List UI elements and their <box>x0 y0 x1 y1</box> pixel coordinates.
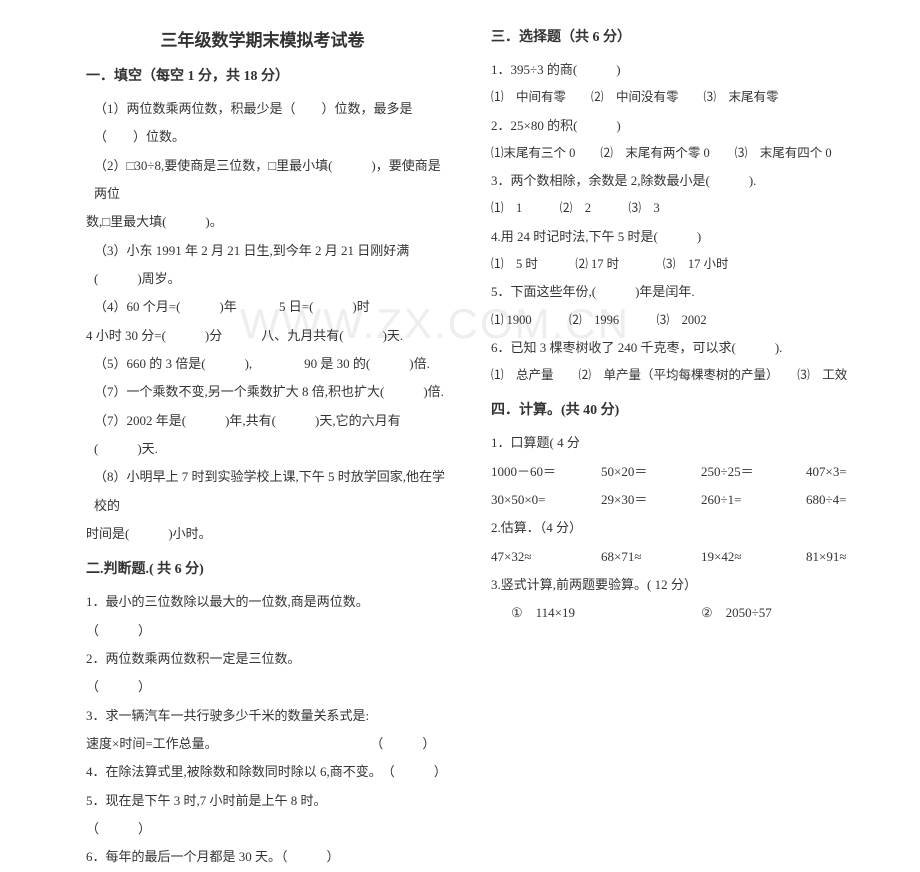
calc-h3: 3.竖式计算,前两题要验算。( 12 分） <box>485 571 860 599</box>
calc-h1: 1．口算题( 4 分 <box>485 429 860 457</box>
calc-h2: 2.估算．（4 分） <box>485 514 860 542</box>
fill-q7a: （7）一个乘数不变,另一个乘数扩大 8 倍,积也扩大( )倍. <box>80 378 445 406</box>
choice-q5: 5．下面这些年份,( )年是闰年. <box>485 278 860 306</box>
calc-r2d: 680÷4= <box>806 486 846 514</box>
fill-q2: （2）□30÷8,要使商是三位数，□里最小填( )，要使商是两位 <box>80 152 445 209</box>
calc-row4: ① 114×19 ② 2050÷57 <box>485 599 860 627</box>
section-2-header: 二.判断题.( 共 6 分) <box>80 558 445 578</box>
judge-q5: 5．现在是下午 3 时,7 小时前是上午 8 时。 （ ） <box>80 787 445 844</box>
page: 三年级数学期末模拟考试卷 一．填空（每空 1 分，共 18 分） （1）两位数乘… <box>0 0 920 651</box>
choice-q3-options: ⑴ 1 ⑵ 2 ⑶ 3 <box>485 195 860 222</box>
calc-row2: 30×50×0= 29×30＝ 260÷1= 680÷4= <box>485 486 860 514</box>
choice-q4: 4.用 24 时记时法,下午 5 时是( ) <box>485 223 860 251</box>
choice-q5-options: ⑴ 1900 ⑵ 1996 ⑶ 2002 <box>485 307 860 334</box>
choice-q2: 2．25×80 的积( ) <box>485 112 860 140</box>
calc-r3d: 81×91≈ <box>806 543 846 571</box>
section-1-header: 一．填空（每空 1 分，共 18 分） <box>80 65 445 85</box>
choice-q4-options: ⑴ 5 时 ⑵ 17 时 ⑶ 17 小时 <box>485 251 860 278</box>
fill-q8b: 时间是( )小时。 <box>80 520 445 548</box>
calc-r4a: ① 114×19 <box>491 599 701 627</box>
calc-r4b: ② 2050÷57 <box>701 599 772 627</box>
choice-q6: 6．已知 3 棵枣树收了 240 千克枣，可以求( ). <box>485 334 860 362</box>
calc-r2a: 30×50×0= <box>491 486 601 514</box>
fill-q4: （4）60 个月=( )年 5 日=( )时 <box>80 293 445 321</box>
calc-r1a: 1000－60＝ <box>491 458 601 486</box>
section-3-header: 三．选择题（共 6 分） <box>485 26 860 46</box>
section-4-header: 四．计算。(共 40 分) <box>485 399 860 419</box>
judge-q2: 2．两位数乘两位数积一定是三位数。 （ ） <box>80 645 445 702</box>
fill-q1: （1）两位数乘两位数，积最少是（ ）位数，最多是（ ）位数。 <box>80 95 445 152</box>
right-column: 三．选择题（共 6 分） 1．395÷3 的商( ) ⑴ 中间有零 ⑵ 中间没有… <box>475 26 870 631</box>
judge-q6: 6．每年的最后一个月都是 30 天。（ ） <box>80 843 445 871</box>
choice-q2-options: ⑴末尾有三个 0 ⑵ 末尾有两个零 0 ⑶ 末尾有四个 0 <box>485 140 860 167</box>
calc-r1d: 407×3= <box>806 458 847 486</box>
judge-q4: 4．在除法算式里,被除数和除数同时除以 6,商不变。 （ ） <box>80 758 445 786</box>
fill-q4b: 4 小时 30 分=( )分 八、九月共有( )天. <box>80 322 445 350</box>
calc-r3a: 47×32≈ <box>491 543 601 571</box>
calc-row1: 1000－60＝ 50×20＝ 250÷25＝ 407×3= <box>485 458 860 486</box>
fill-q5: （5）660 的 3 倍是( ), 90 是 30 的( )倍. <box>80 350 445 378</box>
judge-q1: 1．最小的三位数除以最大的一位数,商是两位数。 （ ） <box>80 588 445 645</box>
fill-q2b: 数,□里最大填( )。 <box>80 208 445 236</box>
judge-q3b: 速度×时间=工作总量。 （ ） <box>80 730 445 758</box>
choice-q6-options: ⑴ 总产量 ⑵ 单产量（平均每棵枣树的产量） ⑶ 工效 <box>485 362 860 389</box>
choice-q1-options: ⑴ 中间有零 ⑵ 中间没有零 ⑶ 末尾有零 <box>485 84 860 111</box>
fill-q8: （8）小明早上 7 时到实验学校上课,下午 5 时放学回家,他在学校的 <box>80 463 445 520</box>
calc-r2b: 29×30＝ <box>601 486 701 514</box>
calc-r3c: 19×42≈ <box>701 543 806 571</box>
page-title: 三年级数学期末模拟考试卷 <box>80 26 445 51</box>
calc-r1b: 50×20＝ <box>601 458 701 486</box>
left-column: 三年级数学期末模拟考试卷 一．填空（每空 1 分，共 18 分） （1）两位数乘… <box>80 26 475 631</box>
calc-row3: 47×32≈ 68×71≈ 19×42≈ 81×91≈ <box>485 543 860 571</box>
calc-r3b: 68×71≈ <box>601 543 701 571</box>
judge-q3: 3．求一辆汽车一共行驶多少千米的数量关系式是: <box>80 702 445 730</box>
choice-q3: 3．两个数相除，余数是 2,除数最小是( ). <box>485 167 860 195</box>
calc-r2c: 260÷1= <box>701 486 806 514</box>
choice-q1: 1．395÷3 的商( ) <box>485 56 860 84</box>
fill-q7b: （7）2002 年是( )年,共有( )天,它的六月有( )天. <box>80 407 445 464</box>
calc-r1c: 250÷25＝ <box>701 458 806 486</box>
fill-q3: （3）小东 1991 年 2 月 21 日生,到今年 2 月 21 日刚好满( … <box>80 237 445 294</box>
